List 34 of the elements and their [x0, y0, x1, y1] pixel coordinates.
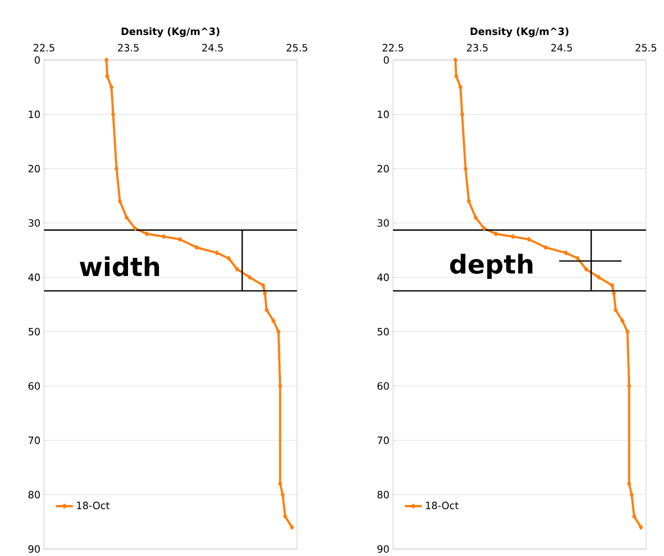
legend-label: 18-Oct: [426, 502, 459, 510]
y-tick-label: 30: [28, 219, 40, 227]
x-axis-title: Density (Kg/m^3): [122, 27, 220, 38]
y-tick-label: 80: [377, 490, 389, 498]
y-tick-label: 60: [28, 382, 40, 390]
y-tick-label: 90: [377, 545, 389, 553]
y-tick-label: 0: [384, 56, 389, 64]
y-tick-label: 20: [378, 164, 389, 172]
y-tick-label: 50: [378, 328, 389, 336]
y-tick-label: 50: [28, 328, 40, 336]
annotation: depth: [450, 254, 532, 279]
y-tick-label: 20: [28, 164, 40, 172]
y-tick-label: 90: [28, 545, 40, 553]
y-tick-label: 30: [378, 219, 389, 227]
x-axis-title: Density (Kg/m^3): [470, 27, 568, 38]
x-tick-label: 23.5: [466, 44, 488, 52]
y-tick-label: 0: [34, 56, 40, 64]
x-tick-label: 25.5: [636, 44, 656, 52]
x-tick-label: 24.5: [551, 44, 572, 52]
x-tick-label: 22.5: [382, 44, 404, 52]
legend-label: 18-Oct: [77, 502, 110, 510]
y-tick-label: 10: [28, 110, 40, 118]
y-tick-label: 60: [378, 382, 389, 390]
y-tick-label: 40: [28, 274, 40, 282]
x-tick-label: 23.5: [118, 44, 139, 52]
y-tick-label: 10: [378, 110, 389, 118]
y-tick-label: 70: [378, 436, 389, 444]
x-tick-label: 22.5: [34, 44, 54, 52]
y-tick-label: 40: [377, 274, 389, 282]
x-tick-label: 25.5: [286, 44, 308, 52]
y-tick-label: 70: [28, 436, 40, 444]
x-tick-label: 24.5: [202, 44, 223, 52]
y-tick-label: 80: [28, 490, 40, 498]
annotation: width: [80, 256, 159, 276]
